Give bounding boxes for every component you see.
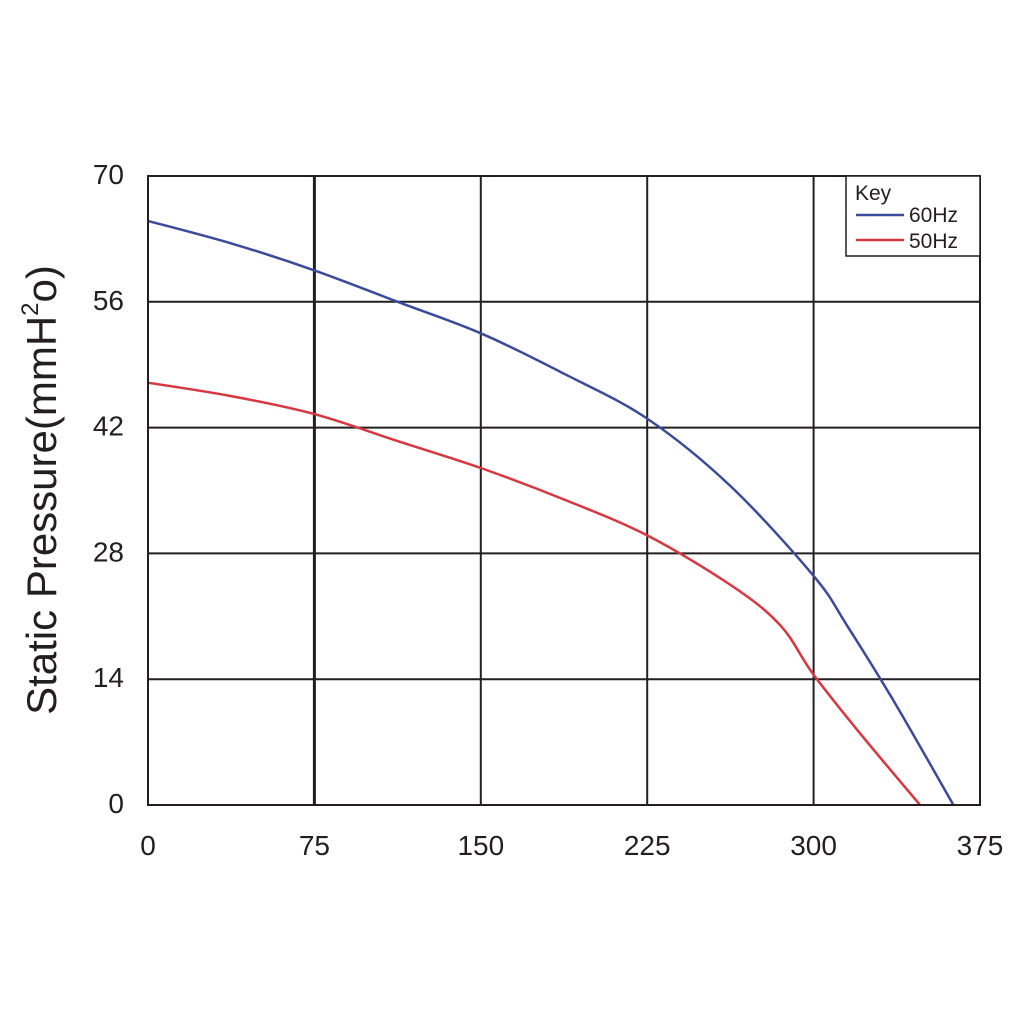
legend-label-50hz: 50Hz xyxy=(909,230,958,253)
x-axis-ticks: 0 75 150 225 300 375 xyxy=(140,830,1003,861)
x-tick-label: 75 xyxy=(299,830,330,861)
y-tick-label: 14 xyxy=(93,662,124,693)
legend-label-60hz: 60Hz xyxy=(909,204,958,227)
y-tick-label: 0 xyxy=(108,788,124,819)
series-line-50hz xyxy=(147,381,922,806)
series-group xyxy=(147,219,955,806)
y-axis-label: Static Pressure(mmH2o) xyxy=(17,265,65,715)
x-tick-label: 150 xyxy=(457,830,504,861)
y-axis-ticks: 0 14 28 42 56 70 xyxy=(93,159,124,819)
y-tick-label: 70 xyxy=(93,159,124,190)
y-axis-label-main: Static Pressure(mmH xyxy=(18,316,65,715)
x-tick-label: 300 xyxy=(790,830,837,861)
x-tick-label: 375 xyxy=(957,830,1004,861)
legend: Key 60Hz 50Hz xyxy=(845,175,981,257)
y-tick-label: 28 xyxy=(93,536,124,567)
y-axis-label-superscript: 2 xyxy=(17,302,44,315)
series-line-60hz xyxy=(147,219,955,806)
x-tick-label: 0 xyxy=(140,830,156,861)
plot-background xyxy=(148,176,980,805)
y-axis-label-suffix: o) xyxy=(18,265,65,302)
plot-frame xyxy=(147,175,981,806)
y-tick-label: 56 xyxy=(93,285,124,316)
y-tick-label: 42 xyxy=(93,411,124,442)
legend-title: Key xyxy=(855,182,892,205)
x-tick-label: 225 xyxy=(624,830,671,861)
